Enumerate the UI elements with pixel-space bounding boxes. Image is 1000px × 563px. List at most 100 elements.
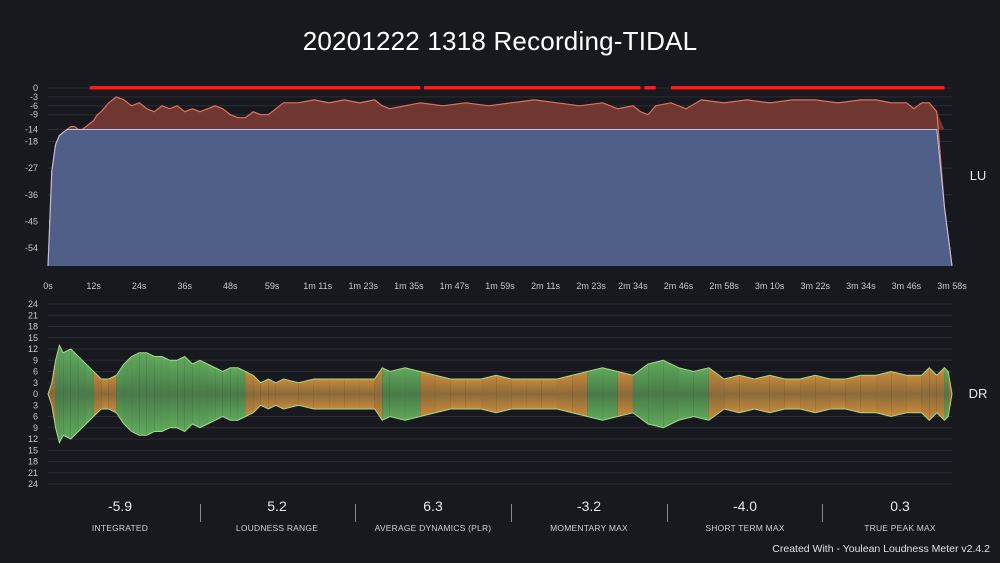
loudness-line xyxy=(47,96,953,267)
dynamics-band-segment xyxy=(929,367,937,421)
dynamics-band-segment xyxy=(617,371,633,417)
stats-bar: -5.9 INTEGRATED 5.2 LOUDNESS RANGE 6.3 A… xyxy=(45,498,955,538)
dynamics-band-segment xyxy=(382,367,390,421)
true-peak-marker xyxy=(89,86,421,90)
dynamics-band-segment xyxy=(93,371,102,417)
y-tick-label: 6 xyxy=(33,367,38,377)
x-tick-label: 2m 58s xyxy=(709,281,739,291)
dynamics-band-segment xyxy=(948,371,952,417)
dynamics-band-segment xyxy=(465,379,482,409)
stat-short-term-max: -4.0 SHORT TERM MAX xyxy=(670,498,820,533)
dynamics-band-segment xyxy=(754,375,770,413)
dynamics-band-segment xyxy=(59,345,64,443)
stat-value: 0.3 xyxy=(890,498,910,514)
dynamics-band-segment xyxy=(313,379,330,409)
y-tick-label: -3 xyxy=(30,92,38,102)
dynamics-band-segment xyxy=(663,360,679,428)
x-tick-label: 2m 11s xyxy=(531,281,560,291)
dynamics-band-segment xyxy=(146,352,155,436)
x-tick-label: 0s xyxy=(43,281,53,291)
dynamics-band-segment xyxy=(944,367,949,421)
loudness-edge xyxy=(47,129,953,267)
dr-axis-label: DR xyxy=(969,386,988,401)
dynamics-band-segment xyxy=(298,379,314,409)
dynamics-band-segment xyxy=(450,379,466,409)
dynamics-band-segment xyxy=(108,375,117,413)
dynamics-band-segment xyxy=(556,375,573,413)
dynamics-band-segment xyxy=(587,367,603,421)
y-tick-label: -18 xyxy=(25,136,38,146)
stat-divider xyxy=(667,504,668,522)
y-tick-label: 15 xyxy=(28,445,38,455)
x-tick-label: 3m 58s xyxy=(937,281,967,291)
dynamics-band-segment xyxy=(184,356,193,432)
dynamics-band-segment xyxy=(936,367,945,421)
x-tick-label: 2m 34s xyxy=(618,281,648,291)
x-tick-label: 1m 35s xyxy=(394,281,424,291)
y-tick-label: -9 xyxy=(30,110,38,120)
stat-true-peak-max: 0.3 TRUE PEAK MAX xyxy=(825,498,975,533)
dynamics-band-segment xyxy=(724,375,740,413)
dynamics-band-segment xyxy=(891,371,907,417)
x-tick-label: 2m 46s xyxy=(664,281,694,291)
y-tick-label: 18 xyxy=(28,457,38,467)
dynamics-band-segment xyxy=(830,379,846,409)
dynamics-band-segment xyxy=(169,360,178,428)
y-tick-label: -14 xyxy=(25,125,38,135)
dynamics-band-segment xyxy=(245,371,254,417)
dynamics-band-segment xyxy=(374,367,383,421)
true-peak-marker xyxy=(644,86,656,90)
x-tick-label: 3m 22s xyxy=(801,281,831,291)
dynamics-band-segment xyxy=(275,379,284,409)
dynamics-band-segment xyxy=(800,375,816,413)
y-tick-label: 6 xyxy=(33,412,38,422)
dynamics-band-segment xyxy=(632,364,649,424)
loudness-area xyxy=(48,129,952,266)
stat-divider xyxy=(822,504,823,522)
dynamics-band-segment xyxy=(283,379,299,409)
lu-axis-label: LU xyxy=(970,168,987,183)
dynamics-band-segment xyxy=(359,379,375,409)
x-tick-label: 1m 23s xyxy=(349,281,379,291)
x-tick-label: 1m 47s xyxy=(440,281,470,291)
x-tick-label: 1m 59s xyxy=(485,281,515,291)
dynamics-band-segment xyxy=(784,379,801,409)
y-tick-label: -6 xyxy=(30,101,38,111)
dynamics-band-segment xyxy=(693,367,709,421)
y-tick-label: -36 xyxy=(25,190,38,200)
dynamics-band-segment xyxy=(192,360,200,428)
dynamics-band-segment xyxy=(572,371,588,417)
dynamics-band-segment xyxy=(496,375,512,413)
dynamics-band-segment xyxy=(481,375,497,413)
y-tick-label: 15 xyxy=(28,333,38,343)
dynamics-band-segment xyxy=(541,379,557,409)
dynamics-band-segment xyxy=(845,375,861,413)
y-tick-label: 9 xyxy=(33,423,38,433)
dynamics-band-segment xyxy=(215,367,223,421)
dynamics-band-segment xyxy=(230,367,238,421)
stat-value: -4.0 xyxy=(732,498,758,514)
y-tick-label: -27 xyxy=(25,163,38,173)
y-tick-label: 21 xyxy=(28,310,38,320)
x-tick-label: 2m 23s xyxy=(576,281,606,291)
x-tick-label: 48s xyxy=(223,281,238,291)
dynamics-band-segment xyxy=(815,375,831,413)
stat-momentary-max: -3.2 MOMENTARY MAX xyxy=(514,498,664,533)
y-tick-label: 21 xyxy=(28,468,38,478)
dynamics-band-segment xyxy=(389,367,406,421)
y-tick-label: 24 xyxy=(28,479,38,489)
y-tick-label: 3 xyxy=(33,378,38,388)
dynamics-lower-edge xyxy=(47,393,953,445)
dynamics-band-segment xyxy=(123,356,132,432)
x-tick-label: 3m 46s xyxy=(892,281,922,291)
stat-label: MOMENTARY MAX xyxy=(550,523,628,533)
dynamics-band-segment xyxy=(921,367,930,421)
stat-value: -3.2 xyxy=(576,498,602,514)
dynamics-band-segment xyxy=(329,379,345,409)
stat-value: 6.3 xyxy=(423,498,443,514)
dynamics-band-segment xyxy=(85,364,94,424)
y-tick-label: 12 xyxy=(28,434,38,444)
dynamics-band-segment xyxy=(739,375,755,413)
